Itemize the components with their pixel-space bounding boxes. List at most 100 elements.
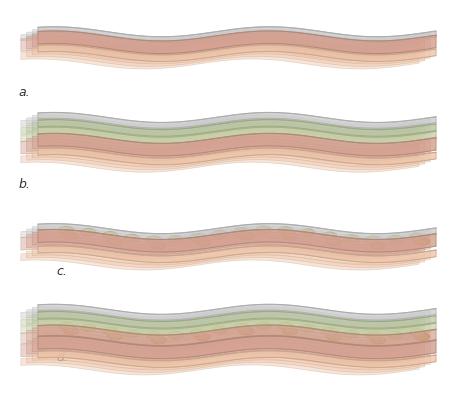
Ellipse shape (125, 234, 140, 242)
Polygon shape (21, 38, 419, 61)
Ellipse shape (168, 331, 183, 339)
Ellipse shape (237, 228, 242, 231)
Polygon shape (27, 251, 425, 268)
Ellipse shape (81, 324, 96, 332)
Ellipse shape (83, 325, 89, 328)
Polygon shape (32, 136, 430, 158)
Polygon shape (32, 248, 430, 265)
Ellipse shape (105, 328, 110, 331)
Ellipse shape (412, 329, 418, 332)
Ellipse shape (281, 227, 286, 230)
Ellipse shape (370, 336, 385, 344)
Polygon shape (21, 326, 419, 343)
Polygon shape (32, 353, 430, 370)
Ellipse shape (258, 227, 264, 230)
Polygon shape (38, 351, 436, 367)
Ellipse shape (66, 233, 72, 236)
Text: a.: a. (19, 86, 31, 99)
Ellipse shape (198, 334, 203, 337)
Ellipse shape (417, 238, 422, 242)
Ellipse shape (193, 330, 198, 333)
Polygon shape (27, 356, 425, 372)
Ellipse shape (66, 328, 72, 331)
Ellipse shape (329, 239, 335, 242)
Ellipse shape (368, 237, 374, 240)
Ellipse shape (278, 227, 293, 234)
Ellipse shape (168, 236, 183, 243)
Ellipse shape (212, 230, 228, 238)
Polygon shape (38, 27, 436, 43)
Ellipse shape (388, 331, 403, 339)
Ellipse shape (195, 238, 210, 246)
Ellipse shape (256, 226, 271, 234)
Polygon shape (27, 138, 425, 161)
Polygon shape (27, 324, 425, 341)
Ellipse shape (390, 236, 396, 239)
Ellipse shape (327, 333, 342, 341)
Ellipse shape (198, 239, 203, 242)
Polygon shape (32, 47, 430, 64)
Ellipse shape (285, 328, 291, 331)
Text: b.: b. (19, 178, 31, 191)
Ellipse shape (285, 233, 291, 236)
Ellipse shape (239, 233, 254, 240)
Ellipse shape (412, 234, 418, 237)
Polygon shape (38, 336, 436, 359)
Polygon shape (21, 52, 419, 69)
Ellipse shape (234, 228, 249, 235)
Polygon shape (32, 150, 430, 167)
Ellipse shape (410, 329, 425, 336)
Polygon shape (21, 333, 419, 353)
Ellipse shape (241, 233, 247, 236)
Polygon shape (32, 29, 430, 45)
Polygon shape (32, 33, 430, 56)
Polygon shape (21, 34, 419, 50)
Ellipse shape (61, 323, 67, 326)
Polygon shape (21, 358, 419, 375)
Ellipse shape (64, 327, 79, 334)
Ellipse shape (344, 235, 359, 242)
Text: c.: c. (57, 265, 68, 278)
Polygon shape (38, 133, 436, 156)
Ellipse shape (102, 232, 118, 239)
Polygon shape (21, 237, 419, 260)
Ellipse shape (365, 236, 381, 244)
Ellipse shape (417, 333, 422, 336)
Polygon shape (32, 339, 430, 361)
Ellipse shape (195, 333, 210, 341)
Polygon shape (38, 31, 436, 54)
Ellipse shape (171, 236, 176, 240)
Ellipse shape (241, 328, 247, 331)
Ellipse shape (414, 238, 429, 245)
Ellipse shape (61, 227, 67, 230)
Ellipse shape (107, 238, 122, 245)
Ellipse shape (329, 334, 335, 336)
Polygon shape (32, 328, 430, 348)
Ellipse shape (212, 326, 228, 334)
Ellipse shape (59, 227, 74, 234)
Ellipse shape (300, 229, 315, 237)
Ellipse shape (373, 242, 378, 245)
Ellipse shape (302, 325, 308, 328)
Polygon shape (27, 36, 425, 59)
Ellipse shape (151, 242, 166, 249)
Ellipse shape (171, 332, 176, 335)
Ellipse shape (127, 331, 133, 334)
Polygon shape (21, 141, 419, 163)
Polygon shape (27, 117, 425, 133)
Polygon shape (27, 132, 425, 149)
Ellipse shape (390, 332, 396, 335)
Polygon shape (38, 304, 436, 320)
Ellipse shape (154, 337, 159, 340)
Ellipse shape (388, 235, 403, 243)
Polygon shape (38, 127, 436, 144)
Ellipse shape (410, 233, 425, 241)
Ellipse shape (239, 328, 254, 335)
Polygon shape (21, 344, 419, 366)
Ellipse shape (215, 327, 220, 330)
Ellipse shape (110, 238, 115, 241)
Ellipse shape (146, 332, 162, 339)
Polygon shape (21, 127, 419, 144)
Ellipse shape (370, 242, 385, 249)
Polygon shape (32, 130, 430, 146)
